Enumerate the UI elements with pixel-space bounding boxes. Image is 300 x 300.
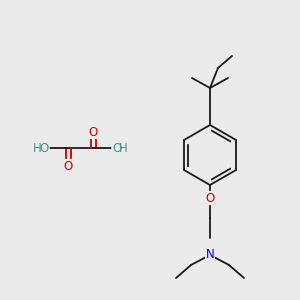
- Text: N: N: [206, 248, 214, 262]
- Text: O: O: [40, 142, 49, 154]
- Text: H: H: [119, 142, 128, 154]
- Text: O: O: [206, 191, 214, 205]
- Text: O: O: [63, 160, 73, 172]
- Text: O: O: [88, 125, 98, 139]
- Text: O: O: [112, 142, 121, 154]
- Text: H: H: [33, 142, 42, 154]
